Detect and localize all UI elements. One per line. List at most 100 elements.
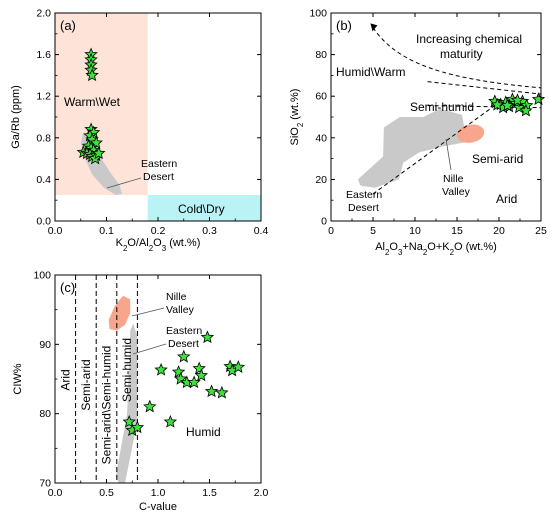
panel-c: Arid Semi-arid Semi-arid\Semi-humid Semi-hu… — [12, 270, 268, 514]
data-point — [122, 414, 136, 428]
field-label-desert: Desert — [143, 171, 174, 183]
a-xlabel-part: (wt.%) — [166, 237, 200, 249]
leader-line-nille — [131, 307, 165, 317]
a-ytick-label: 1.6 — [36, 49, 51, 61]
b-xlabel-part: Al — [375, 241, 385, 253]
zone-label-1: Semi-arid — [79, 359, 93, 410]
b-xtick-label: 20 — [493, 225, 505, 237]
zone-label-0: Arid — [58, 369, 72, 390]
b-ytick-label: 0 — [321, 216, 327, 228]
a-xlabel-part: O — [153, 237, 162, 249]
field-label-eastern: Eastern — [346, 189, 382, 201]
region-label-cold-dry: Cold\Dry — [178, 202, 225, 216]
boundary-humid — [427, 81, 542, 95]
data-point — [231, 360, 245, 373]
a-xlabel-part: K — [116, 237, 124, 249]
data-point — [200, 330, 215, 344]
b-ytick-label: 20 — [315, 174, 327, 186]
a-xtick-label: 0.0 — [48, 225, 63, 237]
panel-label-a: (a) — [60, 18, 76, 33]
b-xlabel-part: 2 — [423, 248, 427, 257]
field-label-valley: Valley — [442, 186, 471, 198]
a-ylabel: Ga/Rb (ppm) — [10, 85, 22, 149]
c-ytick-label: 100 — [33, 270, 51, 282]
b-xtick-label: 5 — [370, 225, 376, 237]
data-point — [490, 97, 504, 111]
a-xlabel: K2O/Al2O3 (wt.%) — [116, 237, 201, 253]
c-ytick-label: 70 — [39, 478, 51, 490]
zone-label-humid: Humid — [186, 425, 221, 439]
leader-line-eastern — [132, 343, 167, 355]
c-ylabel: CIW% — [12, 363, 24, 394]
c-xtick-label: 0.0 — [48, 487, 63, 499]
field-label-nille: Nille — [166, 291, 187, 303]
a-ytick-label: 0.8 — [36, 132, 51, 144]
data-point — [176, 349, 191, 363]
data-point — [510, 93, 525, 107]
a-xtick-label: 0.3 — [202, 225, 217, 237]
data-point — [171, 365, 186, 378]
panel-label-b: (b) — [336, 18, 352, 33]
annotation-semi-arid: Semi-arid — [472, 152, 523, 166]
b-xlabel-part: 2 — [385, 248, 389, 257]
field-label-valley: Valley — [166, 304, 195, 316]
b-xlabel-part: +Na — [402, 241, 423, 253]
b-frame — [330, 12, 542, 222]
data-point — [154, 362, 168, 376]
b-ytick-label: 60 — [315, 91, 327, 103]
a-ytick-label: 0.4 — [36, 174, 51, 186]
leader-line — [445, 138, 452, 171]
b-ylabel-part: 2 — [296, 123, 305, 127]
b-ytick-label: 100 — [309, 8, 327, 20]
b-xtick-label: 15 — [451, 225, 463, 237]
nille-valley-field — [108, 295, 131, 331]
data-point — [187, 375, 201, 389]
leader-line — [106, 177, 142, 189]
b-ytick-label: 80 — [315, 49, 327, 61]
c-ytick-label: 90 — [39, 339, 51, 351]
b-xlabel-part: O (wt.%) — [454, 241, 497, 253]
b-xlabel-part: O — [389, 241, 398, 253]
maturity-curve — [372, 27, 542, 89]
zone-label-3: Semi-humid — [120, 338, 134, 402]
data-point — [192, 361, 206, 375]
a-ytick-label: 0.0 — [36, 216, 51, 228]
c-frame — [54, 274, 262, 484]
b-xtick-label: 10 — [409, 225, 421, 237]
b-ytick-label: 40 — [315, 132, 327, 144]
nille-valley-field — [456, 124, 485, 143]
c-ytick-label: 80 — [39, 408, 51, 420]
data-point — [204, 384, 219, 398]
annotation-increasing: Increasing chemical — [416, 32, 522, 46]
b-xlabel: Al2O3+Na2O+K2O (wt.%) — [375, 241, 497, 257]
a-xlabel-part: O/Al — [127, 237, 148, 249]
b-ylabel-part: SiO — [289, 127, 301, 146]
data-point — [215, 385, 229, 399]
data-point — [163, 414, 178, 428]
b-xtick-label: 25 — [535, 225, 547, 237]
annotation-semi-humid: Semi-humid — [410, 100, 474, 114]
b-ylabel: SiO2 (wt.%) — [289, 89, 305, 146]
annotation-arid: Arid — [496, 192, 517, 206]
b-xlabel-part: 2 — [450, 248, 454, 257]
data-point — [531, 92, 546, 106]
data-point — [194, 368, 208, 382]
c-xtick-label: 1.0 — [151, 487, 166, 499]
b-xlabel-part: O+K — [427, 241, 450, 253]
data-point — [92, 146, 106, 160]
panel-label-c: (c) — [60, 280, 75, 295]
data-point — [500, 98, 515, 112]
field-label-eastern: Eastern — [141, 158, 177, 170]
annotation-humid-warm: Humid\Warm — [336, 65, 406, 79]
eastern-desert-field — [115, 323, 138, 483]
a-ytick-label: 1.2 — [36, 91, 51, 103]
data-point — [174, 371, 188, 385]
a-xlabel-part: 3 — [162, 244, 167, 253]
data-point — [85, 68, 99, 82]
boundary-semi-arid — [372, 102, 500, 195]
region-label-warm-wet: Warm\Wet — [64, 95, 121, 109]
b-xtick-label: 0 — [328, 225, 334, 237]
data-point — [130, 420, 145, 434]
field-label-desert: Desert — [348, 202, 379, 214]
